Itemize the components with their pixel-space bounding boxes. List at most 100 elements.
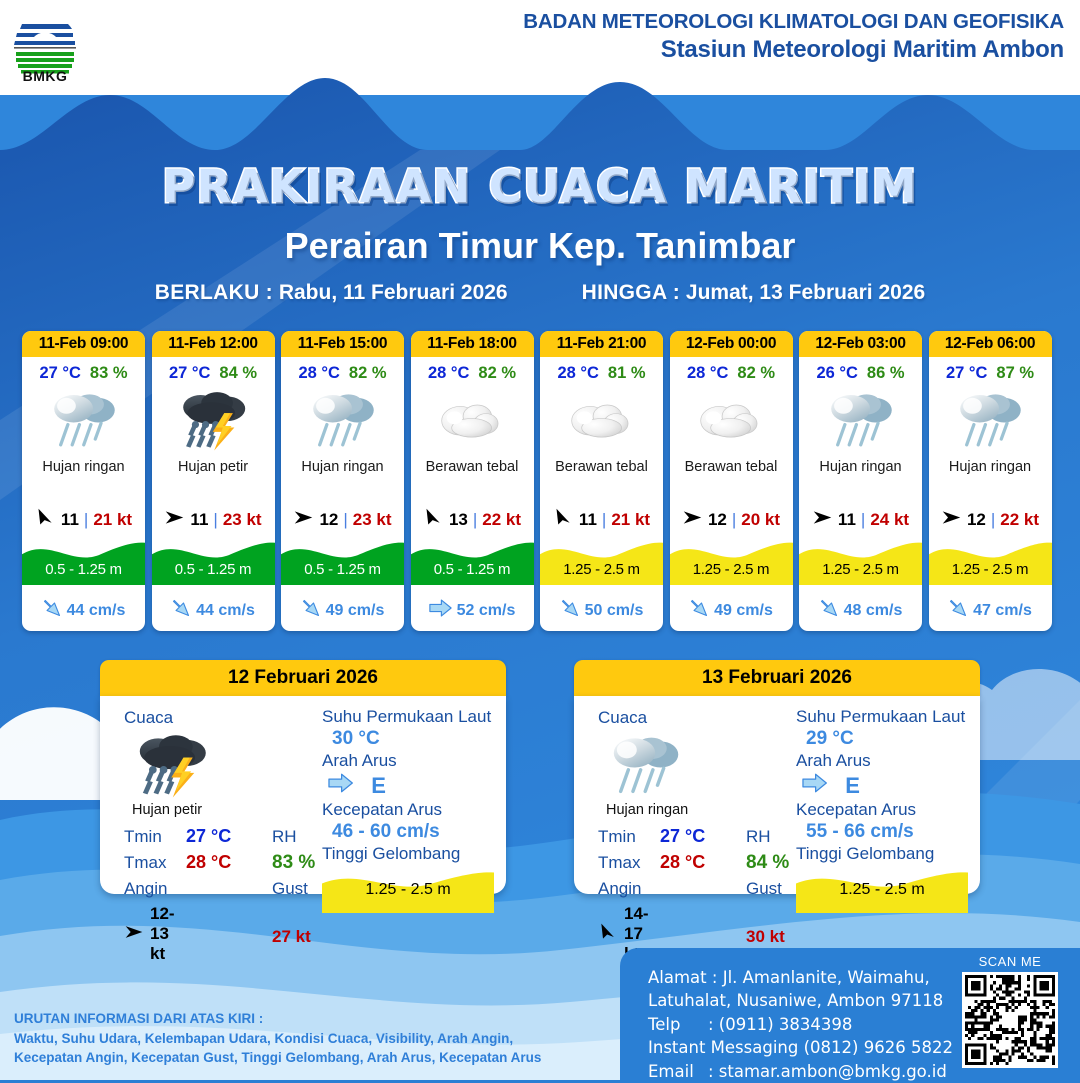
- panel-body: Cuaca Hujan petir: [100, 696, 506, 963]
- agency-name: BADAN METEOROLOGI KLIMATOLOGI DAN GEOFIS…: [523, 10, 1064, 33]
- gust-label: Gust: [746, 879, 782, 898]
- forecast-card[interactable]: 12-Feb 03:00 26 °C 86 % Hujan ringan: [799, 331, 922, 631]
- card-wave-height: 0.5 - 1.25 m: [45, 561, 122, 578]
- forecast-card[interactable]: 11-Feb 09:00 27 °C 83 % Hujan ringan: [22, 331, 145, 631]
- card-wind-speed: 23 kt: [222, 510, 262, 529]
- panel-wave-graphic: 1.25 - 2.5 m: [796, 867, 968, 914]
- arah-arus-row: E: [322, 772, 500, 799]
- card-wind-arrow: [553, 507, 574, 533]
- forecast-card[interactable]: 12-Feb 00:00 28 °C 82 % Berawan tebal 12…: [669, 331, 793, 631]
- card-time: 11-Feb 12:00: [151, 331, 275, 357]
- arah-arus-value: E: [845, 772, 860, 798]
- card-wind-speed: 20 kt: [741, 510, 781, 529]
- wave-height-band: [151, 542, 275, 585]
- panel-left-column: Cuaca Hujan ringan: [598, 708, 798, 818]
- forecast-card[interactable]: 11-Feb 15:00 28 °C 82 % Hujan ringan: [281, 331, 404, 631]
- agency-title: BADAN METEOROLOGI KLIMATOLOGI DAN GEOFIS…: [523, 10, 1064, 65]
- card-weather-icon: [411, 383, 534, 459]
- kecepatan-arus-label: Kecepatan Arus: [322, 800, 443, 820]
- card-wave-height: 1.25 - 2.5 m: [692, 561, 770, 578]
- card-current-arrow: [301, 598, 321, 623]
- card-humidity: 82 %: [737, 364, 776, 382]
- card-wind-speed: 22 kt: [1000, 510, 1040, 529]
- tinggi-gelombang-label: Tinggi Gelombang: [796, 844, 935, 864]
- wind-direction-arrow-northwest: [38, 508, 52, 525]
- sst-label: Suhu Permukaan Laut: [796, 707, 966, 726]
- card-time: 11-Feb 15:00: [281, 331, 404, 357]
- card-temperature: 28 °C: [686, 364, 729, 382]
- card-wind-arrow: [164, 507, 185, 533]
- legend-line-1: Waktu, Suhu Udara, Kelembapan Udara, Kon…: [14, 1030, 514, 1046]
- kecepatan-arus-value: 55 - 66 cm/s: [806, 821, 914, 843]
- arah-arus-value: E: [371, 772, 386, 798]
- card-current-speed: 44 cm/s: [66, 601, 126, 619]
- card-temp-humidity: 27 °C 84 %: [152, 357, 275, 383]
- tmax-label: Tmax: [598, 853, 641, 872]
- current-direction-arrow-southeast: [43, 599, 60, 617]
- station-name: Stasiun Meteorologi Maritim Ambon: [660, 36, 1064, 64]
- card-separator: |: [990, 510, 996, 529]
- legend-title: URUTAN INFORMASI DARI ATAS KIRI :: [14, 1011, 264, 1027]
- telp-value: : (0911) 3834398: [708, 1014, 853, 1034]
- card-condition: Hujan ringan: [301, 459, 384, 475]
- card-visibility: 12: [966, 510, 986, 529]
- card-current-speed: 50 cm/s: [584, 601, 644, 619]
- tmax-value: 28 °C: [186, 852, 232, 872]
- current-direction-arrow-southeast: [302, 599, 319, 617]
- card-time: 11-Feb 21:00: [540, 331, 663, 357]
- wind-direction-arrow-east: [942, 511, 961, 524]
- card-humidity: 82 %: [348, 364, 387, 382]
- forecast-card[interactable]: 12-Feb 06:00 27 °C 87 % Hujan ringan: [928, 331, 1052, 631]
- wind-direction-arrow-east: [295, 511, 313, 524]
- hingga-value: Jumat, 13 Februari 2026: [685, 281, 926, 304]
- daily-summary-panel[interactable]: 12 Februari 2026 Cuaca: [100, 660, 506, 963]
- card-current-speed: 44 cm/s: [196, 601, 255, 619]
- card-current-speed: 49 cm/s: [714, 601, 773, 619]
- daily-summary-panel[interactable]: 13 Februari 2026 Cuaca Hujan ringan: [574, 660, 980, 963]
- card-weather-icon: [22, 383, 145, 459]
- panel-weather-icon: [598, 730, 798, 802]
- card-separator: |: [83, 510, 89, 529]
- card-time: 11-Feb 18:00: [410, 331, 534, 357]
- card-weather-icon: [670, 383, 793, 459]
- card-current-arrow: [689, 598, 709, 623]
- berlaku-value: Rabu, 11 Februari 2026: [278, 281, 508, 304]
- card-wave-graphic: [410, 537, 534, 585]
- card-temp-humidity: 28 °C 82 %: [670, 357, 793, 383]
- card-wind-row: 11 | 21 kt: [22, 507, 145, 533]
- card-current-speed: 48 cm/s: [843, 601, 903, 619]
- forecast-card[interactable]: 11-Feb 21:00 28 °C 81 % Berawan tebal 11…: [540, 331, 663, 631]
- panel-condition: Hujan petir: [132, 802, 203, 818]
- card-separator: |: [860, 510, 866, 529]
- card-wave-graphic: [281, 537, 404, 585]
- card-current-row: 47 cm/s: [929, 598, 1052, 623]
- qr-code[interactable]: [962, 972, 1058, 1068]
- panel-wind-arrow: [124, 922, 144, 947]
- arah-arus-label: Arah Arus: [322, 751, 397, 771]
- arah-arus-label: Arah Arus: [796, 751, 871, 771]
- card-wind-arrow: [35, 507, 56, 533]
- card-time: 12-Feb 06:00: [928, 331, 1052, 357]
- tmin-value: 27 °C: [186, 826, 232, 846]
- current-direction-arrow-east: [328, 773, 353, 793]
- wind-direction-arrow-east: [813, 511, 832, 524]
- card-current-speed: 49 cm/s: [325, 601, 385, 619]
- card-current-arrow: [171, 598, 191, 623]
- legend-line-2: Kecepatan Angin, Kecepatan Gust, Tinggi …: [14, 1050, 542, 1066]
- wave-height-band: [928, 542, 1052, 585]
- address-row-1: Alamat : Jl. Amanlanite, Waimahu,: [648, 966, 953, 989]
- card-time: 12-Feb 00:00: [669, 331, 793, 357]
- forecast-card[interactable]: 11-Feb 18:00 28 °C 82 % Berawan tebal 13…: [410, 331, 534, 631]
- card-temperature: 26 °C: [816, 364, 858, 382]
- card-current-arrow: [560, 598, 580, 623]
- card-wind-row: 13 | 22 kt: [411, 507, 534, 533]
- card-condition: Berawan tebal: [684, 459, 778, 475]
- forecast-card[interactable]: 11-Feb 12:00 27 °C 84 %: [151, 331, 275, 631]
- thunderstorm-icon: [139, 735, 206, 798]
- card-visibility: 11: [190, 510, 209, 529]
- panel-date: 12 Februari 2026: [100, 660, 506, 696]
- angin-label: Angin: [124, 879, 168, 898]
- card-separator: |: [472, 510, 478, 529]
- card-wind-row: 12 | 22 kt: [929, 507, 1052, 533]
- light-rain-icon: [830, 394, 892, 447]
